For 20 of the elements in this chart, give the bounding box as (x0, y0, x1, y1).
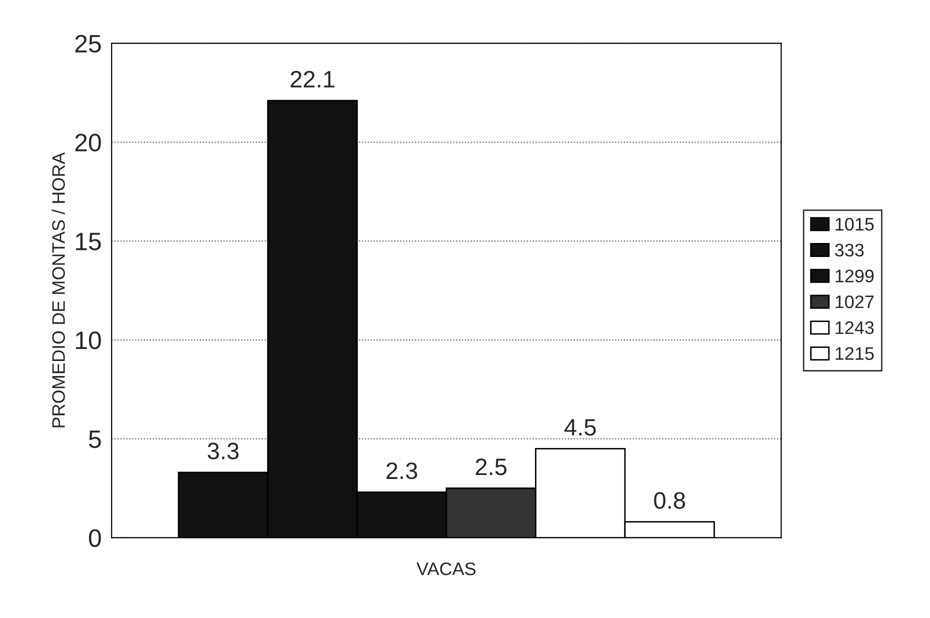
data-label: 2.3 (386, 462, 418, 480)
legend-label: 1027 (836, 295, 874, 308)
legend-label: 333 (835, 244, 864, 257)
data-label: 22.1 (290, 70, 334, 88)
data-label: 4.5 (564, 419, 596, 436)
x-axis-title: VACAS (416, 562, 476, 576)
data-label: 2.5 (476, 458, 506, 476)
y-tick-label: 10 (76, 332, 101, 350)
y-tick-label: 25 (75, 34, 101, 53)
y-tick-label: 5 (88, 430, 101, 448)
y-axis-title: PROMEDIO DE MONTAS / HORA (52, 152, 65, 428)
y-tick-label: 15 (76, 232, 101, 250)
legend-label: 1015 (836, 218, 874, 231)
data-label: 0.8 (654, 492, 685, 509)
y-tick-label: 20 (75, 134, 101, 152)
legend-label: 1299 (836, 270, 874, 282)
legend-label: 1243 (836, 321, 874, 334)
data-label: 3.3 (208, 442, 239, 460)
legend-label: 1215 (836, 347, 874, 360)
y-tick-label: 0 (88, 529, 101, 547)
